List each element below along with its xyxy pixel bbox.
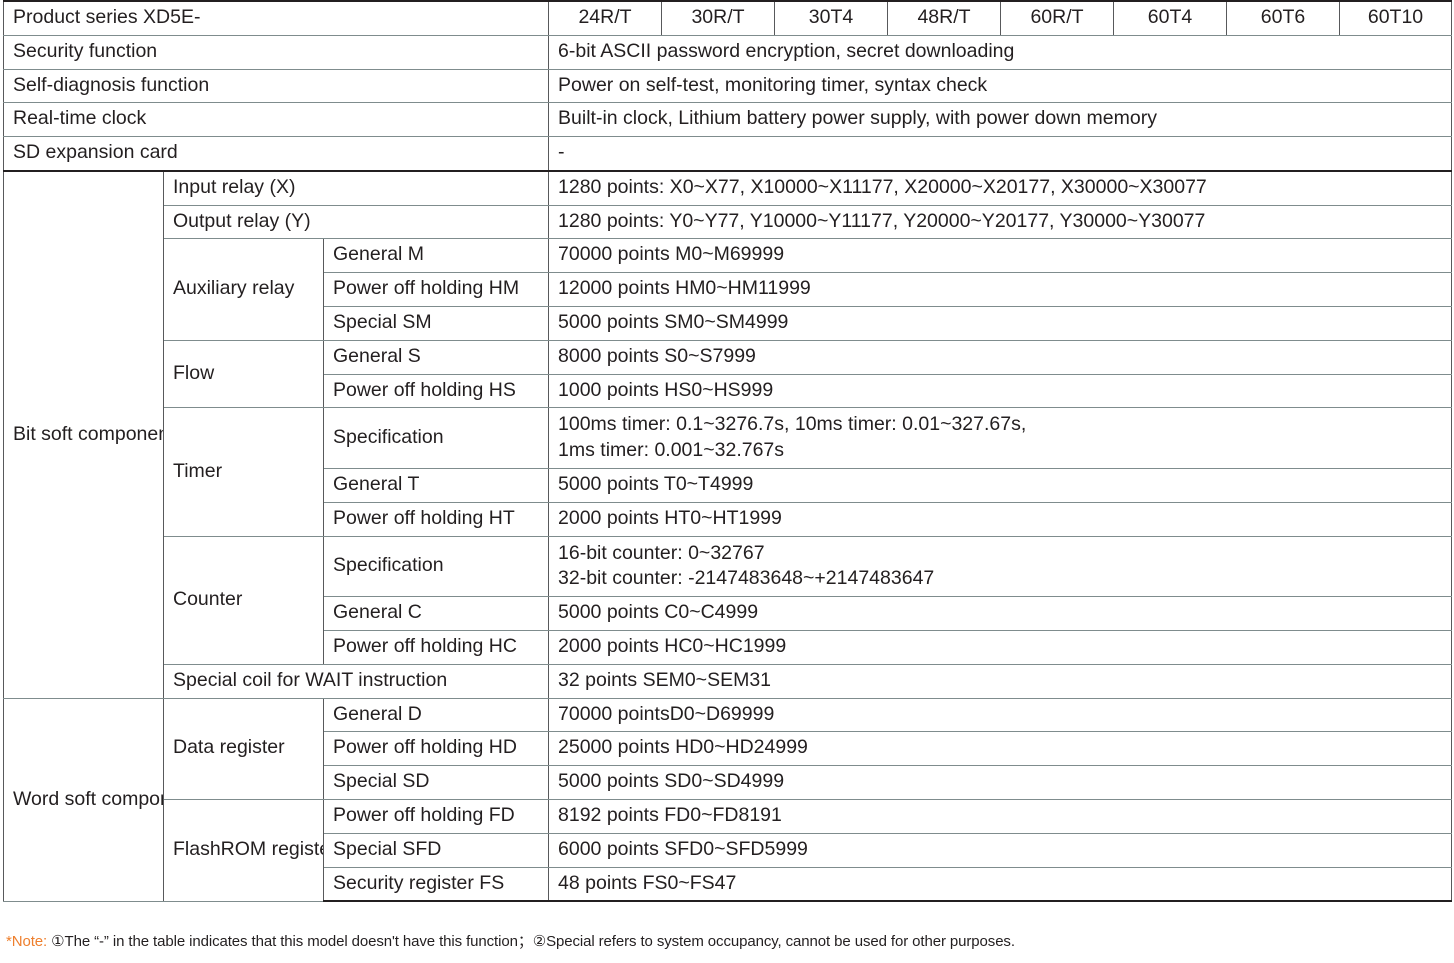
table-row-auxiliary-relay-sm: Special SM 5000 points SM0~SM4999	[4, 306, 1453, 341]
table-header-row: Product series XD5E- 24R/T 30R/T 30T4 48…	[2, 0, 1453, 36]
table-row-wait-instruction-coil: Special coil for WAIT instruction 32 poi…	[4, 663, 1453, 699]
row-value: 25000 points HD0~HD24999	[548, 731, 1453, 767]
row-label: Special SFD	[322, 832, 550, 868]
row-value: Power on self-test, monitoring timer, sy…	[548, 68, 1453, 104]
model-col-4: 60R/T	[1000, 0, 1115, 36]
row-label: Power off holding HS	[322, 373, 550, 409]
table-row-timer-specification: Timer Specification 100ms timer: 0.1~327…	[4, 407, 1453, 537]
row-label: General M	[322, 238, 550, 274]
row-label: General T	[322, 468, 550, 503]
row-label: Input relay (X)	[162, 170, 550, 206]
table-row-flow-general-s: Flow General S 8000 points S0~S7999	[4, 339, 1453, 409]
row-label: Power off holding HM	[322, 272, 550, 308]
row-value: 8192 points FD0~FD8191	[548, 799, 1453, 834]
row-value: 16-bit counter: 0~32767 32-bit counter: …	[548, 535, 1453, 598]
table-row-counter-hc: Power off holding HC 2000 points HC0~HC1…	[4, 630, 1453, 665]
row-value: 5000 points T0~T4999	[548, 468, 1453, 503]
row-label: Power off holding HC	[322, 630, 550, 665]
row-label: Power off holding FD	[322, 799, 550, 834]
row-label: Security function	[2, 34, 550, 70]
table-row-auxiliary-relay-hm: Power off holding HM 12000 points HM0~HM…	[4, 272, 1453, 308]
subgroup-label-flow: Flow	[163, 339, 324, 409]
row-value: 5000 points SD0~SD4999	[548, 765, 1453, 800]
table-row-timer-ht: Power off holding HT 2000 points HT0~HT1…	[4, 501, 1453, 537]
row-value: 48 points FS0~FS47	[548, 866, 1453, 903]
row-label: Power off holding HT	[322, 501, 550, 537]
table-row-flashrom-fs: Security register FS 48 points FS0~FS47	[4, 866, 1453, 903]
subgroup-label-timer: Timer	[163, 407, 324, 537]
subgroup-label-data-register: Data register	[163, 697, 324, 801]
row-label: Security register FS	[322, 866, 550, 903]
table-row-timer-general-t: General T 5000 points T0~T4999	[4, 468, 1453, 503]
model-col-6: 60T6	[1226, 0, 1341, 36]
model-col-3: 48R/T	[887, 0, 1002, 36]
table-row-self-diagnosis-function: Self-diagnosis function Power on self-te…	[2, 68, 1453, 104]
row-value: 8000 points S0~S7999	[548, 339, 1453, 375]
table-row-counter-general-c: General C 5000 points C0~C4999	[4, 596, 1453, 632]
table-row-security-function: Security function 6-bit ASCII password e…	[2, 34, 1453, 70]
row-value: Built-in clock, Lithium battery power su…	[548, 102, 1453, 138]
table-row-flashrom-sfd: Special SFD 6000 points SFD0~SFD5999	[4, 832, 1453, 868]
row-label: Self-diagnosis function	[2, 68, 550, 104]
row-label: Special coil for WAIT instruction	[162, 663, 550, 699]
row-value: 2000 points HC0~HC1999	[548, 630, 1453, 665]
product-spec-table: Product series XD5E- 24R/T 30R/T 30T4 48…	[2, 0, 1453, 903]
table-row-data-register-sd: Special SD 5000 points SD0~SD4999	[4, 765, 1453, 800]
table-row-auxiliary-relay-general-m: Auxiliary relay General M 70000 points M…	[4, 238, 1453, 341]
row-value: 32 points SEM0~SEM31	[548, 663, 1453, 699]
subgroup-label-auxiliary-relay: Auxiliary relay	[163, 238, 324, 341]
row-label: Specification	[322, 535, 550, 598]
footnote: *Note: ①The “-” in the table indicates t…	[6, 930, 1015, 951]
table-row-data-register-hd: Power off holding HD 25000 points HD0~HD…	[4, 731, 1453, 767]
section-label-word-soft-component: Word soft component	[3, 697, 164, 902]
row-value-line-2: 32-bit counter: -2147483648~+2147483647	[558, 566, 935, 589]
row-value: 1280 points: X0~X77, X10000~X11177, X200…	[548, 170, 1453, 206]
row-value: 5000 points SM0~SM4999	[548, 306, 1453, 341]
header-series-label: Product series XD5E-	[2, 0, 550, 36]
subgroup-label-flashrom-register: FlashROM register	[163, 799, 324, 902]
row-value: 6-bit ASCII password encryption, secret …	[548, 34, 1453, 70]
row-label: Special SM	[322, 306, 550, 341]
row-value: 6000 points SFD0~SFD5999	[548, 832, 1453, 868]
row-value: 5000 points C0~C4999	[548, 596, 1453, 632]
subgroup-label-counter: Counter	[163, 535, 324, 665]
row-value: 12000 points HM0~HM11999	[548, 272, 1453, 308]
row-value: 70000 points M0~M69999	[548, 238, 1453, 274]
row-label: Output relay (Y)	[162, 204, 550, 240]
row-value: 100ms timer: 0.1~3276.7s, 10ms timer: 0.…	[548, 407, 1453, 470]
model-col-0: 24R/T	[548, 0, 663, 36]
row-label: General C	[322, 596, 550, 632]
model-col-5: 60T4	[1113, 0, 1228, 36]
table-row-counter-specification: Counter Specification 16-bit counter: 0~…	[4, 535, 1453, 665]
table-row-flow-hs: Power off holding HS 1000 points HS0~HS9…	[4, 373, 1453, 409]
table-row-data-register-general-d: Word soft component Data register Genera…	[3, 697, 1453, 902]
row-value: 1000 points HS0~HS999	[548, 373, 1453, 409]
model-col-2: 30T4	[774, 0, 889, 36]
section-label-bit-soft-component: Bit soft component	[3, 170, 164, 699]
row-value: 2000 points HT0~HT1999	[548, 501, 1453, 537]
row-value-line-2: 1ms timer: 0.001~32.767s	[558, 438, 785, 461]
row-value: 70000 pointsD0~D69999	[548, 697, 1453, 733]
row-label: Special SD	[322, 765, 550, 800]
table-row-input-relay: Bit soft component Input relay (X) 1280 …	[3, 170, 1453, 699]
row-label: Real-time clock	[2, 102, 550, 138]
footnote-tag: *Note:	[6, 933, 48, 950]
row-label: SD expansion card	[2, 136, 550, 172]
row-value: 1280 points: Y0~Y77, Y10000~Y11177, Y200…	[548, 204, 1453, 240]
row-label: Power off holding HD	[322, 731, 550, 767]
table-row-flashrom-fd: FlashROM register Power off holding FD 8…	[4, 799, 1453, 902]
row-value: -	[548, 136, 1453, 172]
row-label: General S	[322, 339, 550, 375]
model-col-1: 30R/T	[661, 0, 776, 36]
row-label: Specification	[322, 407, 550, 470]
row-value-line-1: 100ms timer: 0.1~3276.7s, 10ms timer: 0.…	[558, 413, 1027, 436]
model-col-7: 60T10	[1339, 0, 1453, 36]
footnote-text: ①The “-” in the table indicates that thi…	[51, 933, 1015, 950]
table-row-real-time-clock: Real-time clock Built-in clock, Lithium …	[2, 102, 1453, 138]
table-row-sd-expansion-card: SD expansion card -	[2, 136, 1453, 172]
row-value-line-1: 16-bit counter: 0~32767	[558, 541, 765, 564]
row-label: General D	[322, 697, 550, 733]
table-row-output-relay: Output relay (Y) 1280 points: Y0~Y77, Y1…	[4, 204, 1453, 240]
